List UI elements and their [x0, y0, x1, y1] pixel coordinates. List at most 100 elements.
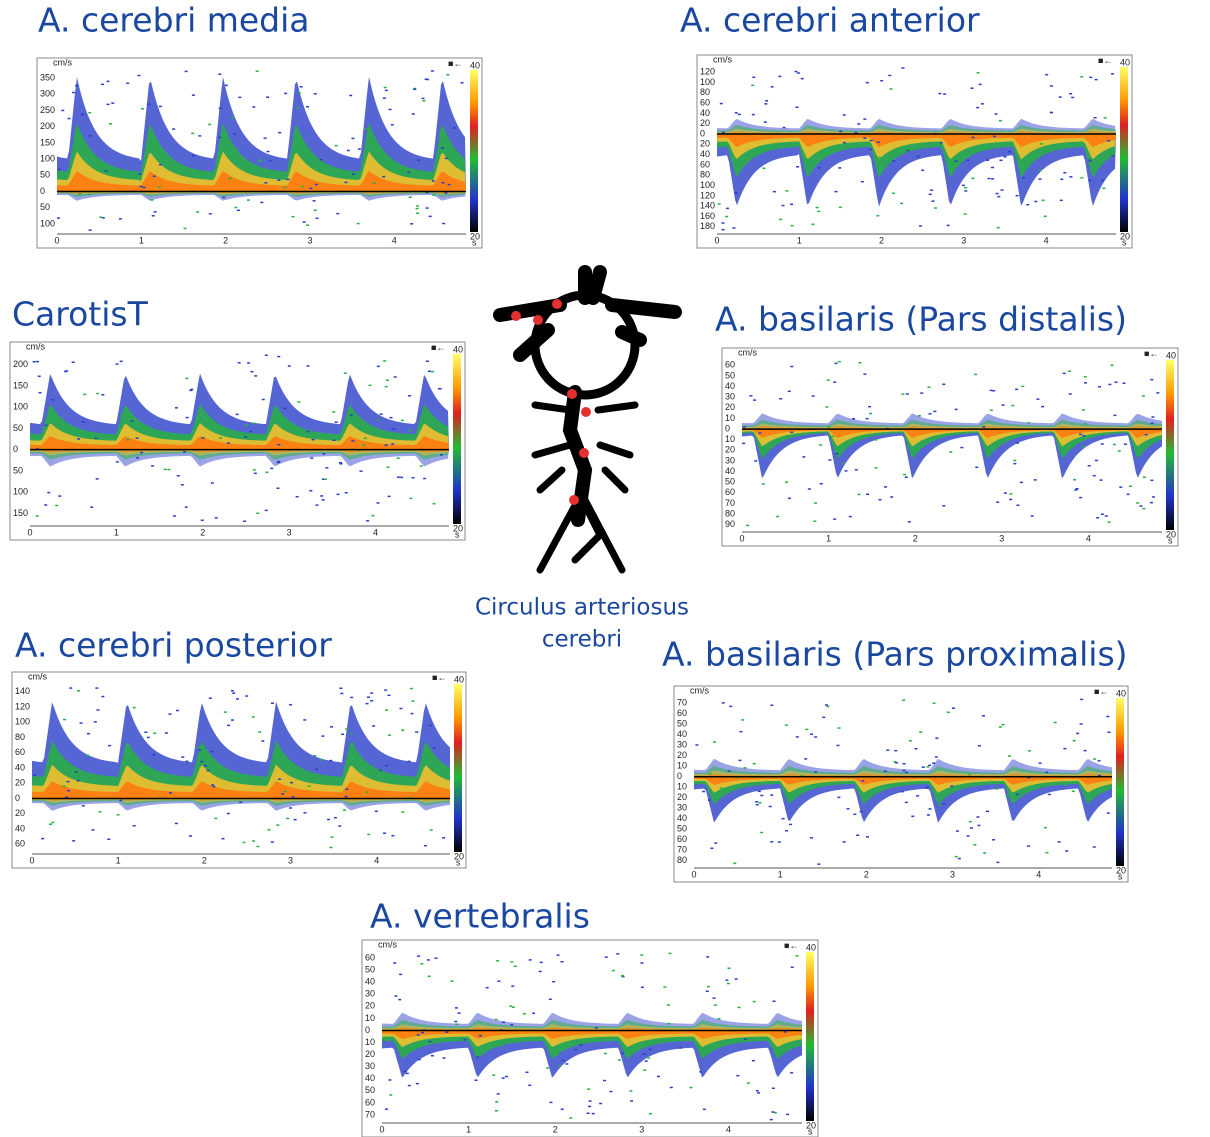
- y-tick-label: 20: [15, 778, 25, 788]
- noise-speck: [1027, 845, 1030, 847]
- x-tick-label: 3: [287, 527, 292, 537]
- noise-speck: [876, 215, 879, 217]
- noise-speck: [828, 459, 831, 461]
- spectrogram-panel: A. cerebri anterior120100806040200204060…: [680, 1, 1132, 249]
- noise-speck: [325, 467, 328, 469]
- noise-speck: [261, 740, 264, 742]
- y-tick-label: 80: [700, 87, 710, 97]
- noise-speck: [247, 362, 250, 364]
- marker: ■←: [431, 342, 445, 352]
- noise-speck: [992, 839, 995, 841]
- noise-speck: [838, 361, 841, 363]
- noise-speck: [838, 167, 841, 169]
- noise-speck: [952, 707, 955, 709]
- noise-speck: [126, 439, 129, 441]
- noise-speck: [769, 806, 772, 808]
- noise-speck: [440, 454, 443, 456]
- noise-speck: [770, 705, 773, 707]
- noise-speck: [394, 376, 397, 378]
- noise-speck: [843, 841, 846, 843]
- noise-speck: [455, 1023, 458, 1025]
- noise-speck: [332, 440, 335, 442]
- noise-speck: [385, 444, 388, 446]
- noise-speck: [914, 748, 917, 750]
- noise-speck: [1073, 740, 1076, 742]
- noise-speck: [1080, 723, 1083, 725]
- noise-speck: [1001, 724, 1004, 726]
- noise-speck: [101, 84, 104, 86]
- noise-speck: [794, 71, 797, 73]
- noise-speck: [1089, 180, 1092, 182]
- noise-speck: [974, 374, 977, 376]
- y-tick-label: 60: [365, 1097, 375, 1107]
- noise-speck: [416, 208, 419, 210]
- noise-speck: [417, 955, 420, 957]
- noise-speck: [233, 133, 236, 135]
- noise-speck: [616, 953, 619, 955]
- noise-speck: [947, 225, 950, 227]
- noise-speck: [814, 502, 817, 504]
- noise-speck: [1031, 515, 1034, 517]
- noise-speck: [1016, 442, 1019, 444]
- noise-speck: [795, 955, 798, 957]
- noise-speck: [788, 391, 791, 393]
- noise-speck: [243, 521, 246, 523]
- noise-speck: [329, 847, 332, 849]
- noise-speck: [722, 702, 725, 704]
- noise-speck: [1076, 733, 1079, 735]
- noise-speck: [454, 1021, 457, 1023]
- noise-speck: [336, 213, 339, 215]
- noise-speck: [709, 773, 712, 775]
- noise-speck: [388, 1079, 391, 1081]
- noise-speck: [1106, 716, 1109, 718]
- noise-speck: [779, 219, 782, 221]
- noise-speck: [928, 387, 931, 389]
- noise-speck: [1093, 846, 1096, 848]
- noise-speck: [942, 384, 945, 386]
- noise-speck: [1107, 140, 1110, 142]
- noise-speck: [399, 974, 402, 976]
- noise-speck: [486, 987, 489, 989]
- noise-speck: [57, 217, 60, 219]
- noise-speck: [306, 365, 309, 367]
- noise-speck: [827, 152, 830, 154]
- noise-speck: [364, 438, 367, 440]
- noise-speck: [715, 796, 718, 798]
- noise-speck: [276, 487, 279, 489]
- noise-speck: [735, 112, 738, 114]
- noise-speck: [911, 816, 914, 818]
- noise-speck: [935, 737, 938, 739]
- noise-speck: [45, 425, 48, 427]
- noise-speck: [404, 1071, 407, 1073]
- noise-speck: [427, 959, 430, 961]
- noise-speck: [826, 706, 829, 708]
- noise-speck: [150, 199, 153, 201]
- noise-speck: [384, 689, 387, 691]
- noise-speck: [153, 754, 156, 756]
- y-tick-label: 10: [365, 1037, 375, 1047]
- noise-speck: [107, 104, 110, 106]
- noise-speck: [340, 693, 343, 695]
- noise-speck: [1011, 800, 1014, 802]
- noise-speck: [609, 1091, 612, 1093]
- noise-speck: [1151, 416, 1154, 418]
- noise-speck: [175, 407, 178, 409]
- noise-speck: [431, 1055, 434, 1057]
- noise-speck: [827, 379, 830, 381]
- noise-speck: [265, 355, 268, 357]
- x-tick-label: 3: [961, 235, 966, 245]
- noise-speck: [335, 421, 338, 423]
- noise-speck: [878, 157, 881, 159]
- noise-speck: [932, 200, 935, 202]
- y-tick-label: 80: [677, 855, 687, 865]
- noise-speck: [83, 394, 86, 396]
- noise-speck: [201, 520, 204, 522]
- noise-speck: [82, 421, 85, 423]
- noise-speck: [429, 216, 432, 218]
- spectrogram-panel: A. cerebri posterior14012010080604020020…: [12, 626, 466, 869]
- noise-speck: [219, 108, 222, 110]
- x-tick-label: 3: [999, 533, 1004, 543]
- noise-speck: [397, 457, 400, 459]
- noise-speck: [256, 70, 259, 72]
- noise-speck: [256, 846, 259, 848]
